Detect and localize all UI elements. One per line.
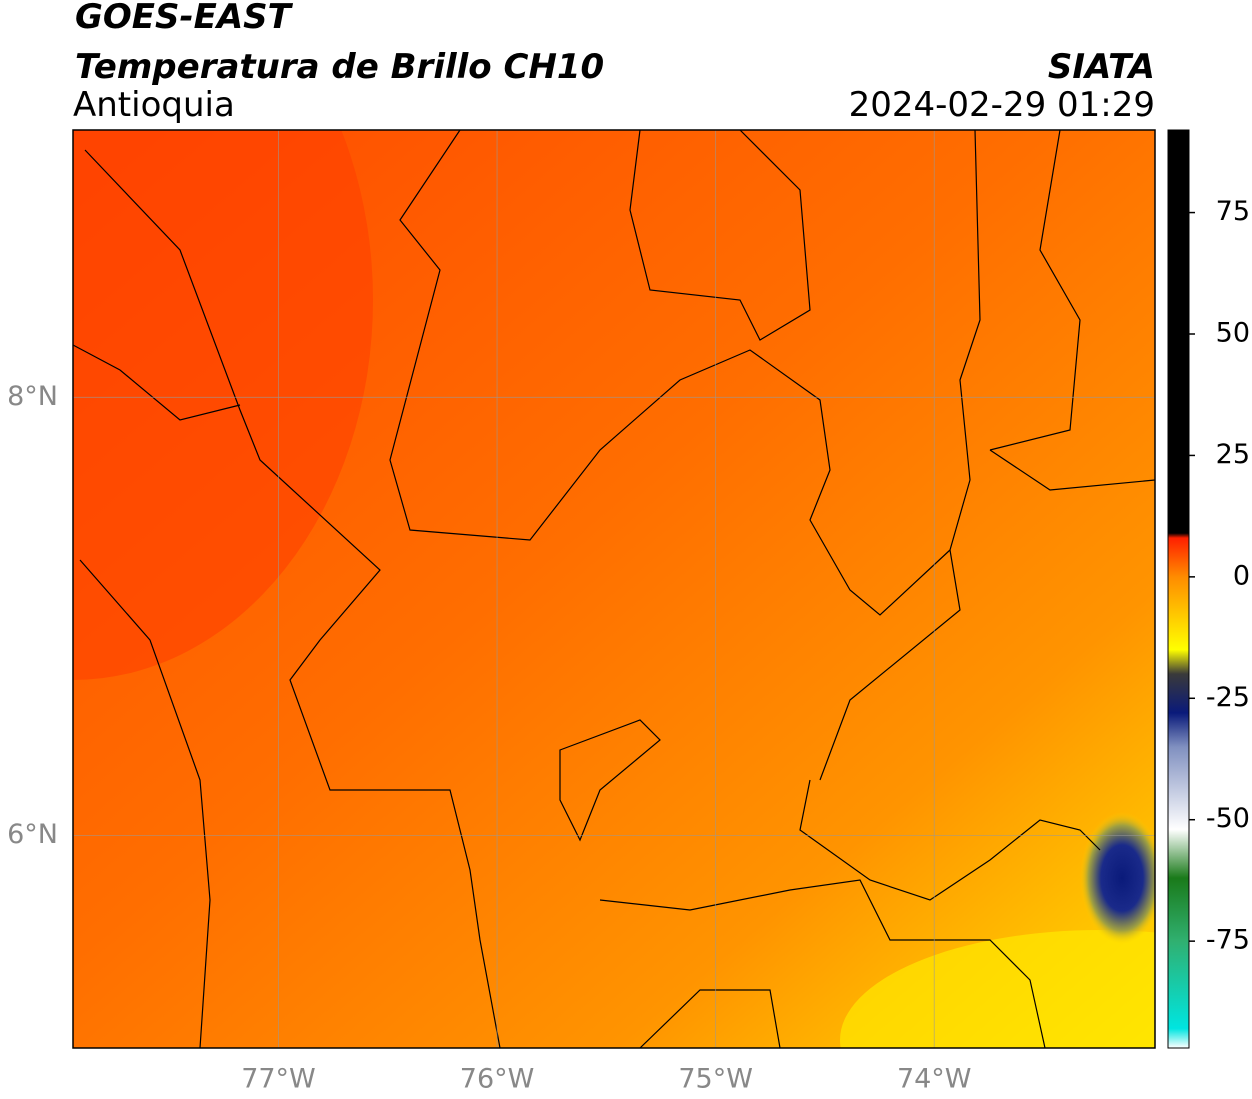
colorbar-tick-label: 25 [1216, 439, 1250, 470]
colorbar-tick-label: 50 [1216, 318, 1250, 349]
cold-cloud [1080, 812, 1155, 944]
colorbar-tick-label: 0 [1233, 560, 1250, 591]
colorbar-tick-label: -75 [1206, 925, 1250, 956]
y-tick-label: 6°N [7, 819, 58, 850]
colorbar-tick-label: -25 [1206, 682, 1250, 713]
title: GOES-EAST [75, 0, 294, 37]
y-tick-label: 8°N [7, 381, 58, 412]
yellow-region [840, 930, 1155, 1048]
x-tick-label: 77°W [241, 1064, 316, 1095]
map-frame [72, 129, 1156, 1049]
timestamp: 2024-02-29 01:29 [849, 85, 1155, 125]
colorbar-tick-label: -50 [1206, 803, 1250, 834]
region: Antioquia [73, 85, 235, 125]
colorbar [1167, 129, 1190, 1049]
x-tick-label: 74°W [897, 1064, 972, 1095]
boundaries [73, 130, 1155, 1048]
x-tick-label: 75°W [678, 1064, 753, 1095]
source: SIATA [1048, 47, 1155, 87]
grid [73, 130, 1155, 1048]
colorbar-tick-label: 75 [1216, 196, 1250, 227]
warm-region [73, 130, 373, 680]
x-tick-label: 76°W [460, 1064, 535, 1095]
subtitle: Temperatura de Brillo CH10 [75, 47, 604, 87]
